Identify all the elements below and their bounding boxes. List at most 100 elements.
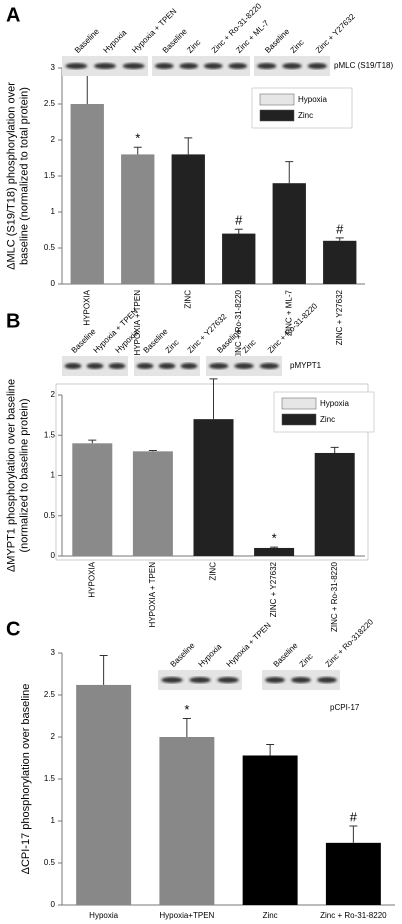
- bar: [171, 154, 205, 284]
- lane-label: Zinc: [164, 338, 181, 355]
- y-tick-label: 1: [51, 207, 56, 216]
- y-tick-label: 2: [51, 390, 56, 399]
- x-tick-label: ZINC + Y27632: [335, 289, 344, 345]
- blot-label: pCPI-17: [330, 703, 360, 712]
- bar: [254, 547, 295, 556]
- panel-letter: B: [6, 310, 20, 332]
- blot-band: [259, 363, 279, 369]
- legend-swatch: [281, 397, 317, 410]
- x-tick-label: Zinc: [263, 911, 278, 920]
- legend-label: Zinc: [320, 415, 335, 424]
- error-bar: [148, 450, 157, 452]
- blot-band: [179, 63, 199, 69]
- y-tick-label: 3: [51, 648, 56, 657]
- blot-band: [317, 677, 337, 683]
- error-bar: [209, 378, 218, 420]
- error-bar: [133, 146, 142, 155]
- bar: [323, 240, 357, 284]
- y-tick-label: 0.5: [44, 243, 56, 252]
- blot-strip: [152, 56, 250, 76]
- blot-band: [282, 63, 302, 69]
- error-bar: [270, 546, 279, 548]
- y-tick-label: 2.5: [44, 99, 56, 108]
- y-tick-label: 3: [51, 63, 56, 72]
- bar: [222, 233, 256, 284]
- legend-label: Hypoxia: [320, 399, 349, 408]
- lane-label: Baseline: [272, 640, 300, 668]
- x-tick-label: ZINC: [183, 290, 192, 309]
- lane-label: Baseline: [169, 640, 197, 668]
- y-tick-label: 2: [51, 732, 56, 741]
- blot-band: [154, 63, 174, 69]
- bar: [132, 451, 173, 556]
- y-tick-label: 1.5: [44, 430, 56, 439]
- legend-swatch: [281, 413, 317, 426]
- x-tick-label: ZINC + ML-7: [284, 289, 293, 336]
- blot-band: [257, 63, 277, 69]
- blot-band: [136, 363, 154, 369]
- x-tick-label: HYPOXIA: [82, 289, 91, 325]
- error-bar: [184, 137, 193, 155]
- blot-band: [291, 677, 311, 683]
- y-tick-label: 0: [51, 900, 56, 909]
- error-bar: [335, 237, 344, 241]
- blot-band: [217, 677, 239, 683]
- y-axis-label: ΔCPI-17 phosphorylation over baseline: [20, 684, 32, 875]
- x-tick-label: ZINC + Y27632: [269, 561, 278, 617]
- blot-band: [122, 63, 145, 69]
- blot-band: [180, 363, 198, 369]
- error-bar: [285, 161, 294, 184]
- bar: [314, 452, 355, 556]
- bar: [72, 443, 113, 556]
- blot-band: [94, 63, 116, 69]
- blot-band: [64, 363, 82, 369]
- panel-letter: A: [6, 4, 20, 26]
- x-tick-label: ZINC + Ro-31-8220: [330, 561, 339, 632]
- lane-label: Zinc: [185, 38, 202, 55]
- error-bar: [266, 744, 275, 756]
- y-tick-label: 0.5: [44, 511, 56, 520]
- y-tick-label: 0: [51, 279, 56, 288]
- blot-band: [209, 363, 229, 369]
- bar: [242, 755, 298, 905]
- blot-band: [307, 63, 327, 69]
- blot-band: [228, 63, 248, 69]
- bar: [70, 104, 104, 284]
- error-bar: [234, 228, 243, 234]
- bar: [76, 684, 132, 905]
- blot-band: [158, 363, 176, 369]
- lane-label: Hypoxia: [197, 642, 224, 669]
- blot-band: [265, 677, 285, 683]
- lane-label: Hypoxia: [102, 28, 129, 55]
- x-tick-label: HYPOXIA: [87, 561, 96, 597]
- lane-label: Zinc + Y27632: [314, 12, 357, 55]
- lane-label: Zinc: [298, 652, 315, 669]
- blot-label: pMLC (S19/T18): [334, 61, 393, 70]
- significance-marker: *: [272, 531, 277, 546]
- blot-band: [86, 363, 104, 369]
- legend-label: Hypoxia: [298, 95, 327, 104]
- significance-marker: *: [184, 702, 189, 717]
- x-tick-label: ZINC: [209, 562, 218, 581]
- blot-band: [234, 363, 254, 369]
- y-axis-label: (normalized to baseline protein): [18, 398, 30, 552]
- lane-label: Baseline: [263, 26, 291, 54]
- y-tick-label: 1: [51, 816, 56, 825]
- y-axis-label: ΔMLC (S19/T18) phosphorylation over: [5, 82, 17, 270]
- x-tick-label: HYPOXIA + TPEN: [133, 290, 142, 356]
- blot-band: [108, 363, 126, 369]
- lane-label: Hypoxia + TPEN: [225, 621, 273, 669]
- error-bar: [182, 718, 191, 737]
- legend-swatch: [259, 93, 295, 106]
- lane-label: Zinc: [241, 338, 258, 355]
- panel-frame: [55, 383, 369, 561]
- significance-marker: #: [235, 213, 243, 228]
- y-tick-label: 2.5: [44, 690, 56, 699]
- lane-label: Zinc: [289, 38, 306, 55]
- x-tick-label: Zinc + Ro-31-8220: [320, 911, 387, 920]
- y-tick-label: 1.5: [44, 171, 56, 180]
- y-tick-label: 2: [51, 135, 56, 144]
- x-tick-label: HYPOXIA + TPEN: [148, 562, 157, 628]
- bar: [325, 842, 381, 905]
- x-tick-label: Hypoxia: [89, 911, 118, 920]
